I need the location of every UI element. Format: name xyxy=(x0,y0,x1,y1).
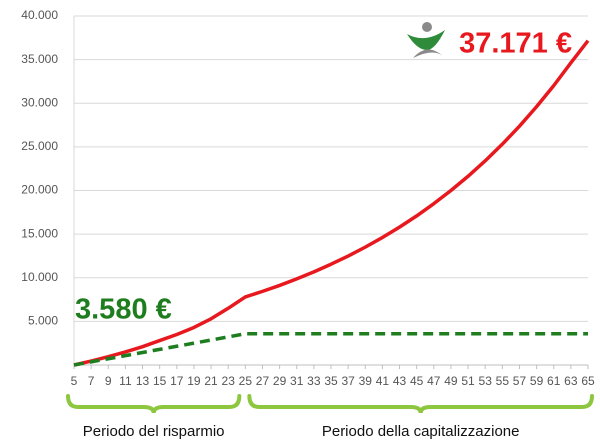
x-tick-label: 43 xyxy=(393,374,407,388)
series-line xyxy=(73,39,590,367)
x-tick-label: 35 xyxy=(324,374,338,388)
x-tick-label: 27 xyxy=(256,374,270,388)
x-tick-label: 19 xyxy=(187,374,201,388)
y-tick-label: 30.000 xyxy=(21,95,58,109)
y-tick-label: 5.000 xyxy=(28,314,58,328)
x-tick-label: 47 xyxy=(427,374,441,388)
y-tick-label: 25.000 xyxy=(21,139,58,153)
annotation: 37.171 € xyxy=(459,28,572,60)
x-tick-label: 9 xyxy=(105,374,112,388)
period-label: Periodo del risparmio xyxy=(83,423,225,440)
y-tick-label: 35.000 xyxy=(21,52,58,66)
x-tick-label: 55 xyxy=(496,374,510,388)
x-tick-label: 17 xyxy=(170,374,184,388)
x-tick-label: 21 xyxy=(204,374,218,388)
x-tick-label: 49 xyxy=(444,374,458,388)
x-tick-label: 51 xyxy=(461,374,475,388)
x-tick-label: 57 xyxy=(513,374,527,388)
x-tick-label: 59 xyxy=(530,374,544,388)
x-tick-label: 29 xyxy=(273,374,287,388)
x-tick-label: 53 xyxy=(479,374,493,388)
x-tick-label: 41 xyxy=(376,374,390,388)
x-tick-label: 15 xyxy=(153,374,167,388)
x-tick-label: 31 xyxy=(290,374,304,388)
x-tick-label: 33 xyxy=(307,374,321,388)
annotation: 3.580 € xyxy=(75,294,172,326)
y-tick-label: 40.000 xyxy=(21,8,58,22)
series-line xyxy=(73,332,588,367)
period-brace xyxy=(66,394,242,414)
y-tick-label: 20.000 xyxy=(21,183,58,197)
y-tick-label: 15.000 xyxy=(21,226,58,240)
x-tick-label: 65 xyxy=(581,374,595,388)
x-tick-label: 11 xyxy=(119,374,132,388)
x-tick-label: 23 xyxy=(222,374,236,388)
logo xyxy=(407,22,445,58)
y-tick-label: 10.000 xyxy=(21,270,58,284)
x-tick-label: 39 xyxy=(359,374,373,388)
period-label: Periodo della capitalizzazione xyxy=(322,423,520,440)
x-tick-label: 25 xyxy=(239,374,253,388)
period-brace xyxy=(247,394,594,414)
x-tick-label: 7 xyxy=(88,374,95,388)
x-tick-label: 63 xyxy=(564,374,578,388)
x-tick-label: 61 xyxy=(547,374,561,388)
x-tick-label: 37 xyxy=(341,374,355,388)
x-tick-label: 45 xyxy=(410,374,424,388)
x-tick-label: 13 xyxy=(136,374,150,388)
x-tick-label: 5 xyxy=(71,374,78,388)
